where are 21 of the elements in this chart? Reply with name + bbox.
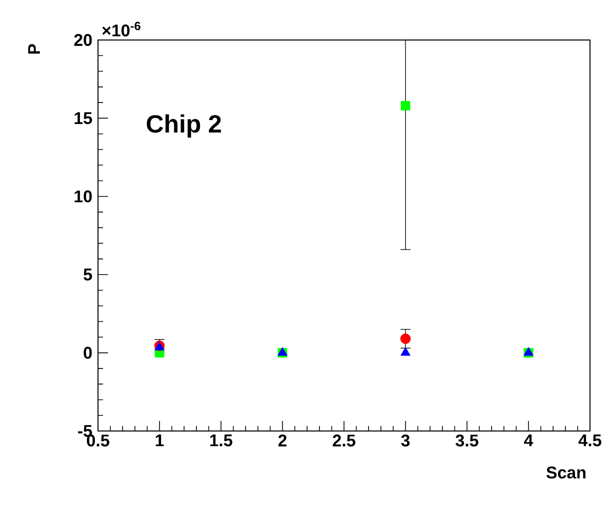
x-tick-label: 3.5 — [456, 434, 478, 447]
y-tick-label: 10 — [74, 190, 92, 202]
point — [400, 334, 411, 344]
x-tick-label: 3 — [401, 434, 410, 447]
x-tick-label: 2.5 — [332, 434, 356, 447]
point — [400, 100, 410, 110]
x-tick-label: 1 — [156, 434, 164, 446]
x-tick-label: 4 — [524, 434, 534, 446]
x-tick-label: 4.5 — [578, 434, 602, 446]
x-axis-title: Scan — [546, 466, 586, 479]
y-tick-label: 15 — [74, 112, 92, 124]
y-tick-label: 0 — [84, 346, 92, 359]
point — [400, 347, 410, 356]
x-tick-label: 1.5 — [210, 434, 232, 446]
y-tick-label: 5 — [84, 268, 92, 281]
text: ×10$^{-6}$ — [102, 22, 140, 36]
y-axis-title: P — [28, 44, 40, 54]
annotation: Chip 2 — [146, 114, 221, 138]
x-tick-label: 0.5 — [86, 434, 110, 447]
x-tick-label: 2 — [278, 434, 287, 446]
y-tick-label: 20 — [74, 34, 92, 46]
